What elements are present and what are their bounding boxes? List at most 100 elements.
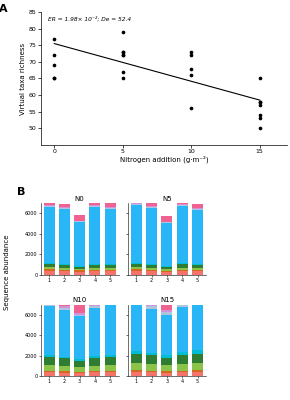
- Bar: [162, 314, 173, 355]
- Bar: [105, 357, 116, 366]
- Bar: [146, 271, 157, 274]
- Bar: [89, 304, 100, 306]
- Bar: [192, 264, 203, 265]
- Point: [258, 102, 262, 108]
- Bar: [131, 305, 142, 351]
- Bar: [192, 209, 203, 210]
- Bar: [131, 205, 142, 262]
- Bar: [74, 372, 85, 373]
- Bar: [59, 265, 70, 268]
- Bar: [162, 312, 173, 314]
- Bar: [74, 359, 85, 361]
- Bar: [59, 264, 70, 265]
- Bar: [177, 264, 188, 268]
- Bar: [131, 270, 142, 271]
- Bar: [146, 356, 157, 364]
- Bar: [177, 270, 188, 271]
- Bar: [192, 268, 203, 270]
- Bar: [89, 268, 100, 270]
- Bar: [89, 356, 100, 358]
- Bar: [74, 221, 85, 222]
- Title: N0: N0: [75, 196, 84, 202]
- Bar: [192, 304, 203, 350]
- Bar: [131, 199, 142, 203]
- Bar: [131, 372, 142, 376]
- Bar: [74, 267, 85, 269]
- Bar: [44, 200, 55, 205]
- Bar: [177, 206, 188, 263]
- Bar: [131, 302, 142, 305]
- Bar: [146, 364, 157, 371]
- Bar: [89, 366, 100, 371]
- Bar: [192, 354, 203, 363]
- Bar: [177, 200, 188, 204]
- Point: [52, 75, 57, 82]
- Point: [189, 52, 193, 58]
- Bar: [74, 266, 85, 267]
- Bar: [44, 270, 55, 271]
- Bar: [162, 373, 173, 376]
- Bar: [192, 208, 203, 209]
- Bar: [89, 372, 100, 376]
- Bar: [192, 275, 203, 298]
- Bar: [74, 269, 85, 270]
- Bar: [89, 358, 100, 366]
- Bar: [146, 264, 157, 265]
- Bar: [105, 268, 116, 270]
- Bar: [59, 294, 70, 306]
- Y-axis label: Virtual taxa richness: Virtual taxa richness: [20, 42, 26, 114]
- Point: [189, 49, 193, 55]
- Bar: [192, 370, 203, 372]
- Point: [258, 125, 262, 132]
- Point: [189, 105, 193, 112]
- Bar: [105, 209, 116, 264]
- Bar: [105, 271, 116, 274]
- Bar: [59, 357, 70, 358]
- Bar: [44, 290, 55, 302]
- Bar: [192, 271, 203, 274]
- Bar: [131, 370, 142, 372]
- Text: B: B: [17, 187, 26, 197]
- Bar: [105, 265, 116, 268]
- Point: [120, 49, 125, 55]
- Bar: [44, 370, 55, 372]
- Bar: [74, 214, 85, 221]
- Bar: [44, 357, 55, 366]
- Bar: [74, 361, 85, 367]
- Bar: [177, 302, 188, 304]
- Bar: [74, 373, 85, 376]
- Bar: [146, 304, 157, 306]
- Bar: [162, 365, 173, 371]
- Bar: [192, 301, 203, 304]
- Point: [189, 72, 193, 78]
- Point: [120, 49, 125, 55]
- Bar: [162, 310, 173, 312]
- Bar: [192, 265, 203, 268]
- Bar: [105, 203, 116, 207]
- Bar: [177, 263, 188, 264]
- Bar: [105, 289, 116, 301]
- Bar: [146, 371, 157, 372]
- Bar: [162, 271, 173, 272]
- Bar: [59, 270, 70, 272]
- Point: [258, 98, 262, 105]
- Bar: [89, 264, 100, 265]
- Bar: [105, 355, 116, 357]
- Bar: [146, 353, 157, 356]
- Bar: [146, 270, 157, 271]
- Bar: [44, 207, 55, 263]
- Bar: [105, 371, 116, 372]
- Bar: [162, 269, 173, 271]
- Title: N15: N15: [160, 298, 174, 304]
- Bar: [74, 302, 85, 313]
- Bar: [192, 350, 203, 354]
- Point: [258, 75, 262, 82]
- Bar: [105, 366, 116, 371]
- Bar: [74, 272, 85, 274]
- Bar: [89, 271, 100, 274]
- Bar: [44, 263, 55, 264]
- Bar: [131, 278, 142, 300]
- Point: [258, 112, 262, 118]
- Bar: [59, 268, 70, 270]
- Bar: [131, 271, 142, 274]
